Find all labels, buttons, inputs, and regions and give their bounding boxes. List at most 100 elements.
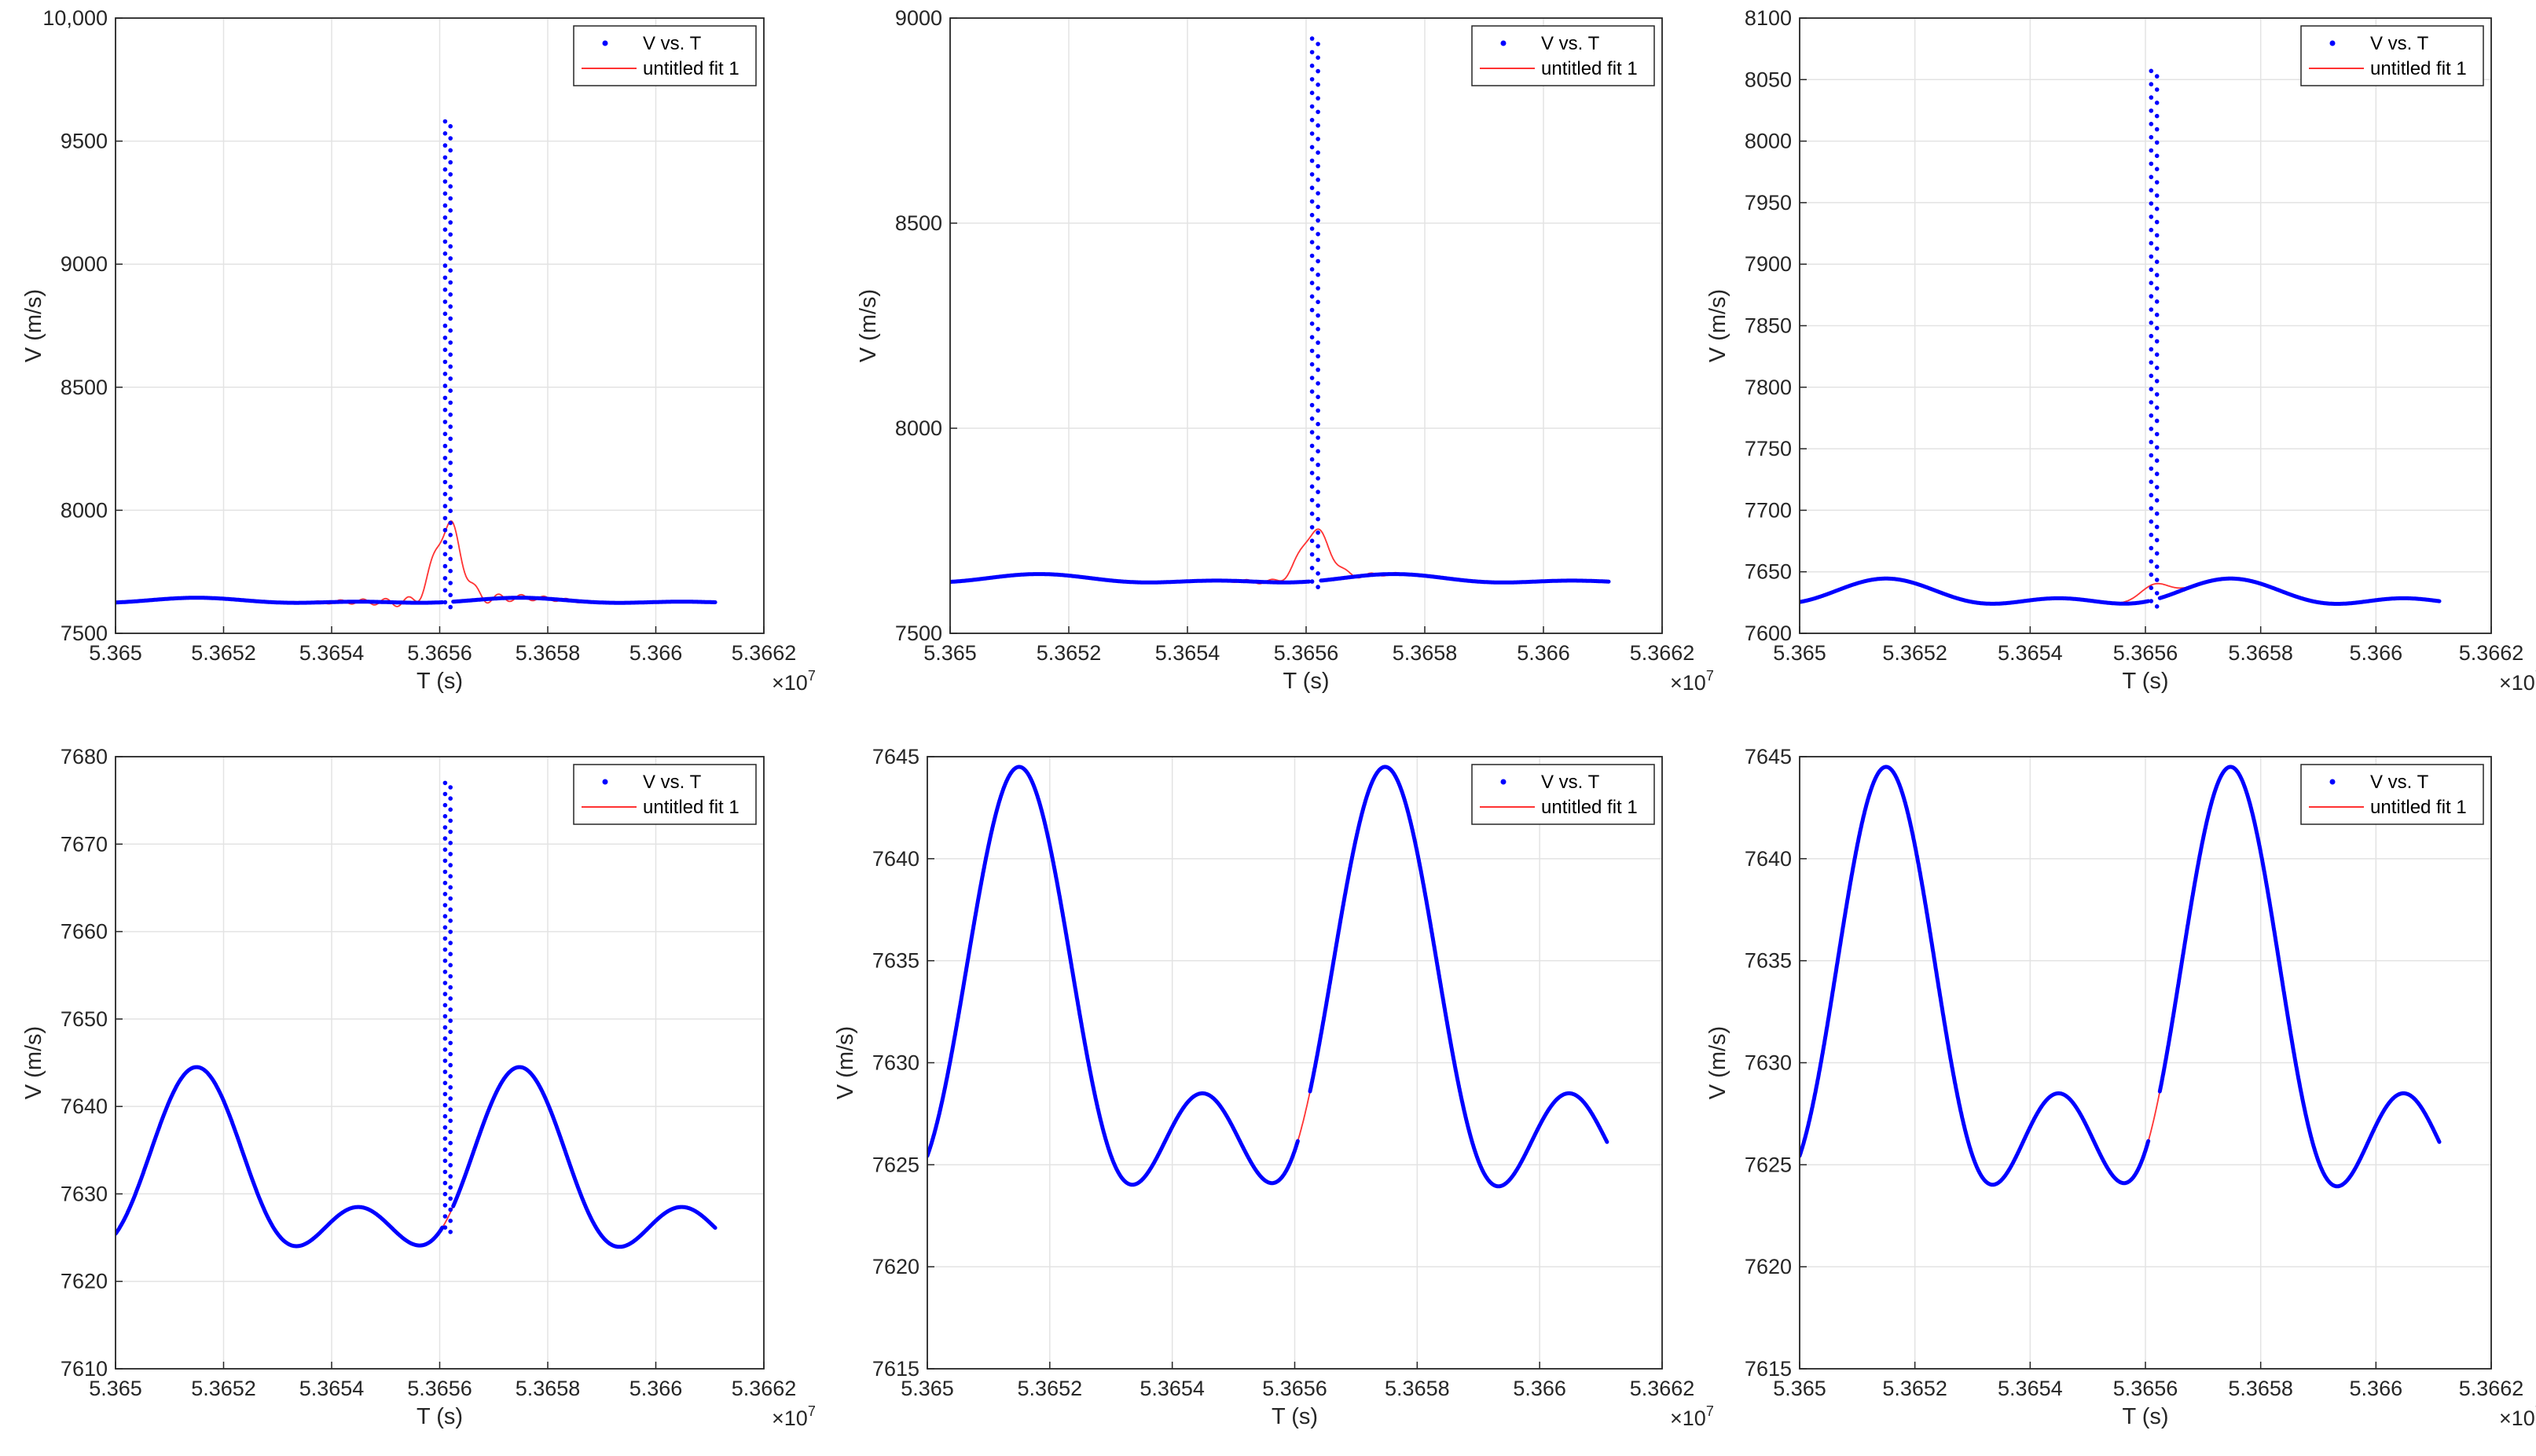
- legend-marker-points: [602, 40, 608, 46]
- spike-point: [2154, 604, 2160, 609]
- series-v-vs-t-points: [927, 765, 1300, 1187]
- y-tick-label: 7500: [895, 622, 942, 645]
- spike-point: [1316, 476, 1320, 481]
- spike-point: [2154, 471, 2160, 476]
- spike-point: [448, 963, 453, 968]
- spike-point: [442, 1203, 448, 1208]
- spike-point: [448, 1029, 453, 1034]
- y-tick-label: 7680: [61, 745, 108, 768]
- spike-point: [448, 1040, 453, 1046]
- axes-frame: [927, 756, 1663, 1370]
- spike-point: [442, 191, 448, 196]
- spike-point: [2154, 352, 2160, 358]
- spike-point: [1309, 321, 1315, 326]
- y-tick-label: 7620: [1745, 1255, 1792, 1278]
- spike-point: [1316, 585, 1320, 589]
- legend: V vs. T untitled fit 1: [1471, 764, 1655, 825]
- x-exponent-label: ×107: [772, 1403, 816, 1430]
- spike-point: [2149, 122, 2154, 127]
- spike-point: [1316, 367, 1320, 372]
- spike-point: [1309, 240, 1315, 245]
- spike-point: [1309, 294, 1315, 299]
- spike-point: [1309, 118, 1315, 123]
- spike-point: [448, 448, 453, 453]
- spike-point: [1316, 462, 1320, 468]
- x-tick-label: 5.3656: [1262, 1377, 1327, 1400]
- spike-point: [442, 311, 448, 317]
- spike-point: [442, 119, 448, 124]
- spike-point: [2154, 418, 2160, 424]
- spike-point: [2154, 405, 2160, 410]
- spike-point: [448, 316, 453, 321]
- spike-point: [442, 527, 448, 533]
- spike-point: [2149, 161, 2154, 167]
- spike-point: [448, 1140, 453, 1146]
- spike-point: [442, 836, 448, 841]
- spike-point: [442, 492, 448, 497]
- series-v-vs-t-points: [116, 596, 445, 605]
- spike-point: [2149, 599, 2154, 603]
- x-axis-label: T (s): [2122, 669, 2168, 694]
- spike-point: [2149, 466, 2154, 471]
- spike-point: [1309, 457, 1315, 462]
- spike-point: [448, 413, 453, 417]
- spike-point: [2149, 82, 2154, 86]
- axes-frame: [115, 756, 765, 1370]
- spike-point: [442, 1069, 448, 1074]
- spike-point: [448, 818, 453, 823]
- x-tick-label: 5.3658: [2228, 1377, 2293, 1400]
- series-v-vs-t-points: [1800, 765, 2151, 1187]
- series-v-vs-t-points: [1319, 572, 1611, 585]
- y-axis-label: V (m/s): [21, 1026, 46, 1099]
- y-tick-label: 10,000: [42, 6, 108, 30]
- x-tick-label: 5.366: [2350, 1377, 2403, 1400]
- spike-point: [442, 372, 448, 376]
- legend-label: V vs. T: [643, 772, 702, 793]
- spike-point: [2154, 564, 2160, 569]
- y-axis-label: V (m/s): [1705, 289, 1730, 362]
- x-tick-label: 5.3656: [407, 641, 472, 665]
- spike-point: [2149, 281, 2154, 286]
- spike-point: [448, 841, 453, 845]
- legend-box: [573, 764, 757, 825]
- spike-point: [1316, 340, 1320, 345]
- y-axis-label: V (m/s): [856, 289, 881, 362]
- y-tick-label: 7900: [1745, 252, 1792, 276]
- spike-point: [1316, 204, 1320, 210]
- spike-point: [1309, 90, 1315, 95]
- spike-point: [442, 1125, 448, 1130]
- spike-point: [448, 472, 453, 478]
- spike-point: [2154, 167, 2160, 171]
- spike-point: [448, 196, 453, 201]
- spike-point: [448, 896, 453, 901]
- spike-point: [2154, 233, 2160, 238]
- legend: V vs. T untitled fit 1: [573, 764, 757, 825]
- spike-point: [442, 802, 448, 808]
- spike-point: [2149, 559, 2154, 564]
- spike-point: [442, 131, 448, 136]
- spike-point: [2149, 453, 2154, 458]
- spike-point: [442, 215, 448, 220]
- spike-point: [442, 981, 448, 985]
- spike-point: [1316, 218, 1320, 223]
- y-tick-label: 7610: [61, 1357, 108, 1381]
- spike-point: [448, 568, 453, 574]
- spike-point: [2154, 485, 2160, 490]
- legend-marker-points: [1500, 40, 1507, 46]
- spike-point: [2149, 493, 2154, 497]
- spike-point: [442, 239, 448, 244]
- spike-point: [448, 1051, 453, 1057]
- spike-point: [2149, 240, 2154, 246]
- spike-point: [442, 167, 448, 172]
- y-tick-label: 7670: [61, 832, 108, 856]
- spike-point: [2154, 193, 2160, 198]
- y-tick-label: 9000: [61, 252, 108, 276]
- legend-label: untitled fit 1: [1541, 797, 1638, 818]
- spike-point: [442, 1191, 448, 1197]
- spike-point: [1316, 286, 1320, 291]
- spike-point: [442, 1091, 448, 1097]
- spike-point: [442, 407, 448, 413]
- spike-point: [442, 780, 448, 786]
- series-v-vs-t-points: [2157, 576, 2442, 606]
- spike-point: [1316, 150, 1320, 155]
